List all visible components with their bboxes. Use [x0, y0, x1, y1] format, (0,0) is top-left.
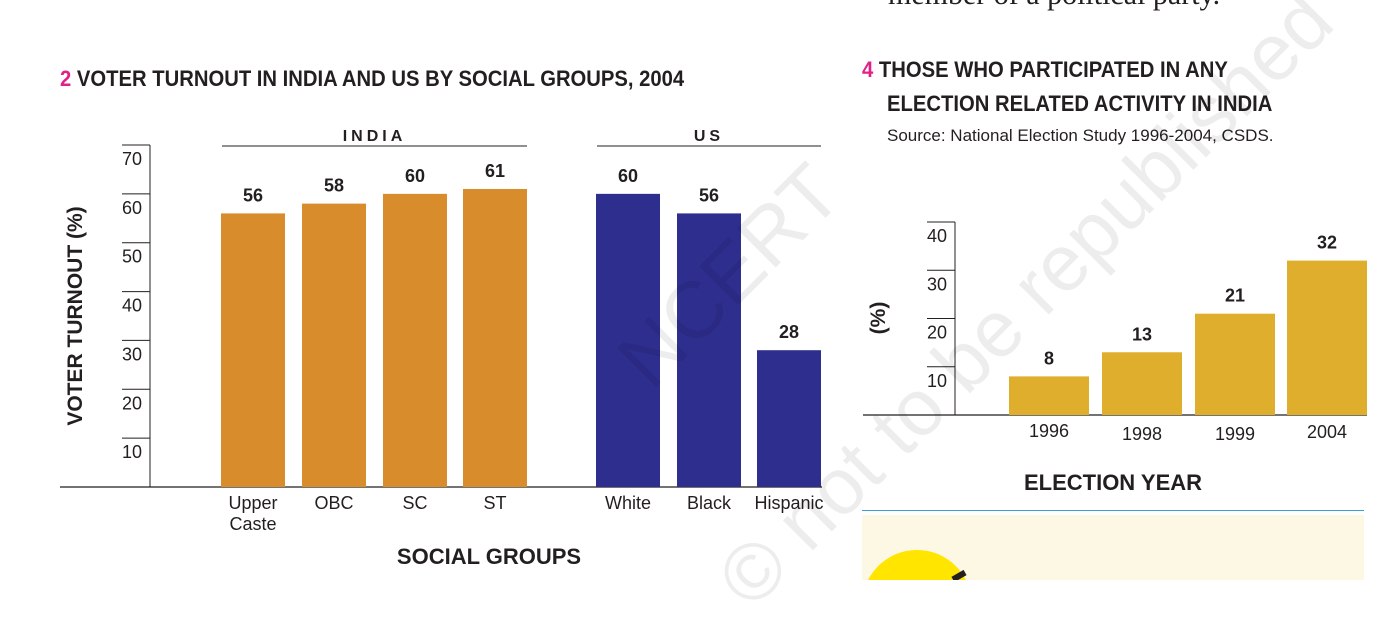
category-label-st: ST	[483, 493, 506, 513]
chart4-number: 4	[862, 57, 874, 82]
bar-1998	[1102, 352, 1182, 415]
bar-obc	[302, 203, 366, 487]
bar-st	[463, 188, 527, 487]
data-label-st: 61	[485, 161, 505, 181]
y-tick-label-40: 40	[927, 226, 947, 246]
y-tick-label-30: 30	[927, 274, 947, 294]
y-tick-label-60: 60	[122, 198, 142, 218]
category-label-1999: 1999	[1215, 424, 1255, 444]
previous-page-text-fragment: member of a political party.	[888, 0, 1220, 12]
x-axis-label: ELECTION YEAR	[1024, 470, 1202, 495]
y-tick-label-50: 50	[122, 247, 142, 267]
data-label-black: 56	[699, 185, 719, 205]
chart4-source: Source: National Election Study 1996-200…	[887, 126, 1274, 145]
bar-1999	[1195, 313, 1275, 415]
category-label-white: White	[605, 493, 651, 513]
y-axis-label: (%)	[867, 302, 890, 335]
data-label-white: 60	[618, 166, 638, 186]
data-label-1996: 8	[1044, 348, 1054, 368]
y-tick-label-30: 30	[122, 344, 142, 364]
data-label-obc: 58	[324, 176, 344, 196]
data-label-hispanic: 28	[779, 322, 799, 342]
voter-turnout-chart: 10 20 30 40 50 60 70 VOTER TURNOUT (%) SOCIAL GR…	[60, 128, 824, 569]
y-tick-label-10: 10	[122, 442, 142, 462]
bar-black	[677, 213, 741, 487]
category-label-upper-caste-2: Caste	[229, 514, 276, 534]
y-axis-label: VOTER TURNOUT (%)	[64, 206, 87, 425]
group-label-us: US	[694, 128, 724, 145]
next-section-box	[862, 515, 1364, 580]
y-tick-label-10: 10	[927, 371, 947, 391]
chart4-title-line1: 4 THOSE WHO PARTICIPATED IN ANY	[862, 57, 1228, 83]
data-label-2004: 32	[1317, 233, 1337, 253]
chart2-title: 2 VOTER TURNOUT IN INDIA AND US BY SOCIA…	[60, 66, 684, 92]
y-tick-label-20: 20	[122, 393, 142, 413]
data-label-upper-caste: 56	[243, 185, 263, 205]
category-label-upper-caste: Upper	[228, 493, 277, 513]
y-tick-label-70: 70	[122, 149, 142, 169]
election-activity-chart: 10 20 30 40 (%) ELECTION YEAR 8 1996 13 1998 21 199…	[863, 221, 1367, 495]
bar-white	[596, 193, 660, 487]
bar-hispanic	[757, 350, 821, 487]
x-axis-label: SOCIAL GROUPS	[397, 544, 581, 569]
category-label-black: Black	[687, 493, 732, 513]
bar-sc	[383, 193, 447, 487]
category-label-2004: 2004	[1307, 422, 1347, 442]
chart4-title-text-1: THOSE WHO PARTICIPATED IN ANY	[878, 57, 1228, 82]
category-label-1998: 1998	[1122, 424, 1162, 444]
category-label-obc: OBC	[314, 493, 353, 513]
y-tick-label-40: 40	[122, 296, 142, 316]
category-label-hispanic: Hispanic	[754, 493, 823, 513]
chart4-title-line2: ELECTION RELATED ACTIVITY IN INDIA	[887, 91, 1273, 116]
y-tick-label-20: 20	[927, 323, 947, 343]
bar-2004	[1287, 260, 1367, 415]
chart2-title-text: VOTER TURNOUT IN INDIA AND US BY SOCIAL …	[76, 66, 685, 91]
category-label-sc: SC	[402, 493, 427, 513]
chart2-number: 2	[60, 66, 72, 91]
data-label-sc: 60	[405, 166, 425, 186]
data-label-1999: 21	[1225, 286, 1245, 306]
bar-upper-caste	[221, 213, 285, 487]
section-divider	[862, 510, 1364, 511]
data-label-1998: 13	[1132, 324, 1152, 344]
bar-1996	[1009, 376, 1089, 415]
category-label-1996: 1996	[1029, 421, 1069, 441]
group-label-india: INDIA	[343, 128, 407, 145]
